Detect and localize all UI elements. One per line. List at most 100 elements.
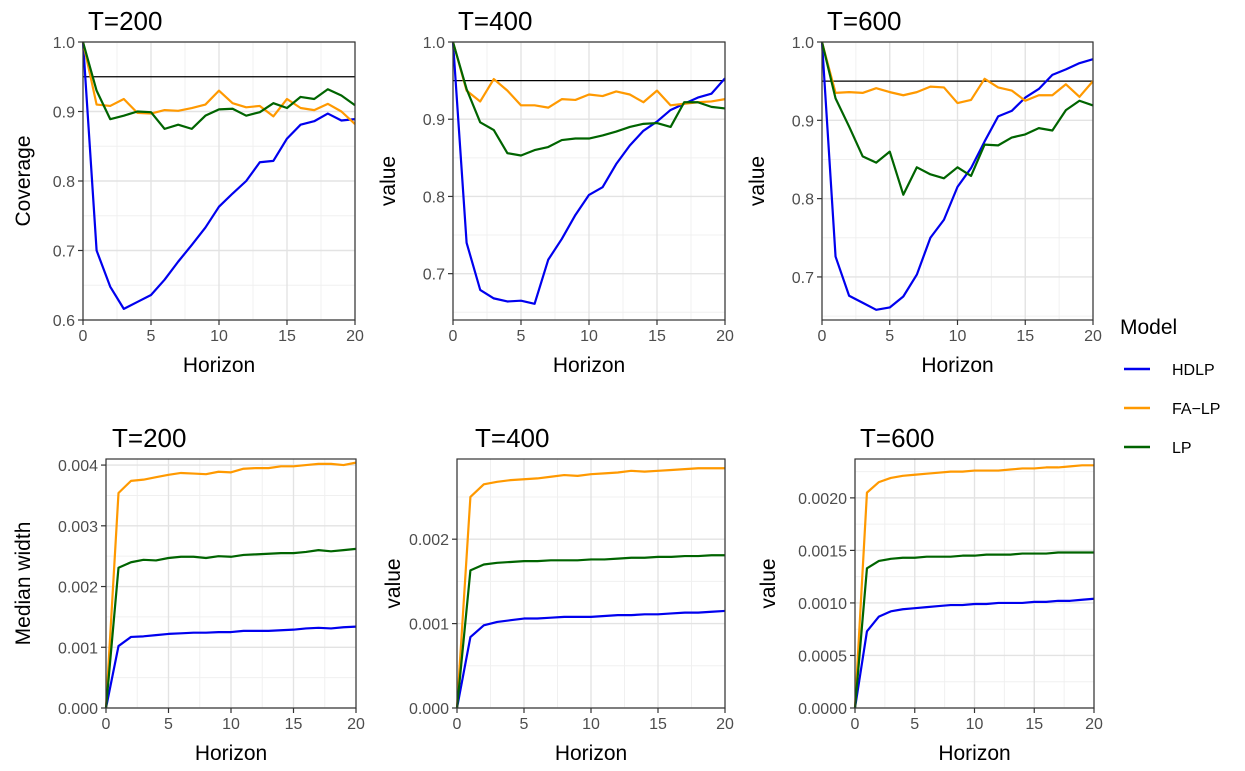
panel-2: 0 5 10 15 20 0.7 0.8 0.9 1.0 T=400 Horizon value xyxy=(377,6,734,377)
y-tick-label: 0.004 xyxy=(58,458,98,475)
y-tick-label: 0.000 xyxy=(409,701,449,718)
x-tick-label: 10 xyxy=(222,716,240,733)
grid-major xyxy=(821,41,1094,320)
x-tick-label: 20 xyxy=(716,328,734,345)
x-axis-label: Horizon xyxy=(553,354,625,377)
x-axis-label: Horizon xyxy=(938,742,1010,765)
y-tick-label: 0.8 xyxy=(792,192,814,209)
x-tick-label: 5 xyxy=(885,328,894,345)
series-line-hdlp xyxy=(451,41,726,305)
y-tick-label: 0.7 xyxy=(423,267,445,284)
series-line-fa-lp xyxy=(853,464,1094,709)
panel-title: T=600 xyxy=(860,423,934,453)
y-tick-label: 0.9 xyxy=(423,112,445,129)
y-tick-label: 0.0015 xyxy=(798,543,847,560)
x-tick-label: 0 xyxy=(453,716,462,733)
x-tick-label: 0 xyxy=(851,716,860,733)
x-tick-label: 20 xyxy=(1084,328,1102,345)
x-tick-label: 0 xyxy=(102,716,111,733)
x-tick-label: 15 xyxy=(1016,328,1034,345)
y-tick-label: 0.001 xyxy=(409,617,449,634)
series-line-fa-lp xyxy=(104,461,357,709)
y-tick-label: 0.9 xyxy=(53,105,75,122)
panel-1: 0 5 10 15 20 0.6 0.7 0.8 0.9 1.0 T=200 Horizon Cover… xyxy=(12,6,364,377)
series-line-lp xyxy=(455,554,725,709)
x-tick-label: 5 xyxy=(910,716,919,733)
grid-major xyxy=(452,41,726,320)
series-line-hdlp xyxy=(455,609,726,709)
series-line-fa-lp xyxy=(455,467,725,709)
legend-label: FA−LP xyxy=(1172,401,1220,418)
y-tick-label: 0.002 xyxy=(58,580,98,597)
y-axis-label: Median width xyxy=(12,522,35,646)
y-tick-label: 0.002 xyxy=(409,532,449,549)
panel-title: T=400 xyxy=(475,423,549,453)
y-tick-label: 0.0000 xyxy=(798,701,847,718)
x-tick-label: 5 xyxy=(147,328,156,345)
x-tick-label: 0 xyxy=(449,328,458,345)
x-tick-label: 0 xyxy=(79,328,88,345)
x-tick-label: 5 xyxy=(520,716,529,733)
panel-title: T=200 xyxy=(88,6,162,36)
panel-title: T=400 xyxy=(458,6,532,36)
y-tick-label: 0.7 xyxy=(792,270,814,287)
series-line-hdlp xyxy=(853,597,1095,709)
y-tick-label: 1.0 xyxy=(53,35,75,52)
x-tick-label: 15 xyxy=(278,328,296,345)
panel-title: T=200 xyxy=(112,423,186,453)
series-line-lp xyxy=(81,41,356,130)
grid-major xyxy=(82,41,356,321)
y-axis-label: value xyxy=(746,156,769,206)
x-tick-label: 10 xyxy=(210,328,228,345)
x-tick-label: 20 xyxy=(347,716,365,733)
y-tick-label: 0.9 xyxy=(792,113,814,130)
x-tick-label: 15 xyxy=(649,716,667,733)
y-tick-label: 1.0 xyxy=(423,35,445,52)
x-tick-label: 15 xyxy=(285,716,303,733)
series-line-fa-lp xyxy=(451,41,726,109)
x-tick-label: 10 xyxy=(966,716,984,733)
grid-major xyxy=(456,459,726,709)
y-tick-label: 0.0020 xyxy=(798,491,847,508)
y-tick-label: 0.8 xyxy=(53,174,75,191)
x-tick-label: 20 xyxy=(346,328,364,345)
x-axis-label: Horizon xyxy=(195,742,267,765)
series-line-hdlp xyxy=(81,41,356,310)
y-tick-label: 0.0005 xyxy=(798,648,847,665)
legend-item: HDLP xyxy=(1124,362,1215,379)
x-axis-label: Horizon xyxy=(555,742,627,765)
series-line-lp xyxy=(820,41,1094,196)
y-axis-label: value xyxy=(377,156,400,206)
grid-major xyxy=(105,459,357,709)
series-line-lp xyxy=(104,547,357,709)
series-line-lp xyxy=(853,551,1094,709)
x-tick-label: 15 xyxy=(1025,716,1043,733)
x-tick-label: 20 xyxy=(716,716,734,733)
y-tick-label: 1.0 xyxy=(792,35,814,52)
x-tick-label: 10 xyxy=(949,328,967,345)
legend-item: LP xyxy=(1124,440,1192,457)
x-tick-label: 10 xyxy=(582,716,600,733)
legend-title: Model xyxy=(1120,316,1177,339)
series-line-hdlp xyxy=(104,625,357,709)
y-tick-label: 0.8 xyxy=(423,189,445,206)
x-tick-label: 20 xyxy=(1085,716,1103,733)
y-tick-label: 0.003 xyxy=(58,519,98,536)
y-axis-label: value xyxy=(757,558,780,608)
grid-major xyxy=(854,459,1095,709)
x-tick-label: 15 xyxy=(648,328,666,345)
y-tick-label: 0.0010 xyxy=(798,596,847,613)
y-tick-label: 0.7 xyxy=(53,244,75,261)
y-tick-label: 0.000 xyxy=(58,701,98,718)
x-axis-label: Horizon xyxy=(183,354,255,377)
legend-label: LP xyxy=(1172,440,1192,457)
panel-4: 0 5 10 15 20 0.000 0.001 0.002 0.003 0.004 T=200 Ho… xyxy=(12,423,365,765)
panel-6: 0 5 10 15 20 0.0000 0.0005 0.0010 0.0015 0.0020 T=… xyxy=(757,423,1103,765)
x-tick-label: 0 xyxy=(818,328,827,345)
y-tick-label: 0.6 xyxy=(53,313,75,330)
legend: Model HDLP FA−LP LP xyxy=(1120,316,1220,457)
series-line-hdlp xyxy=(820,41,1094,311)
series-line-fa-lp xyxy=(820,41,1094,105)
legend-item: FA−LP xyxy=(1124,401,1220,418)
x-tick-label: 10 xyxy=(580,328,598,345)
